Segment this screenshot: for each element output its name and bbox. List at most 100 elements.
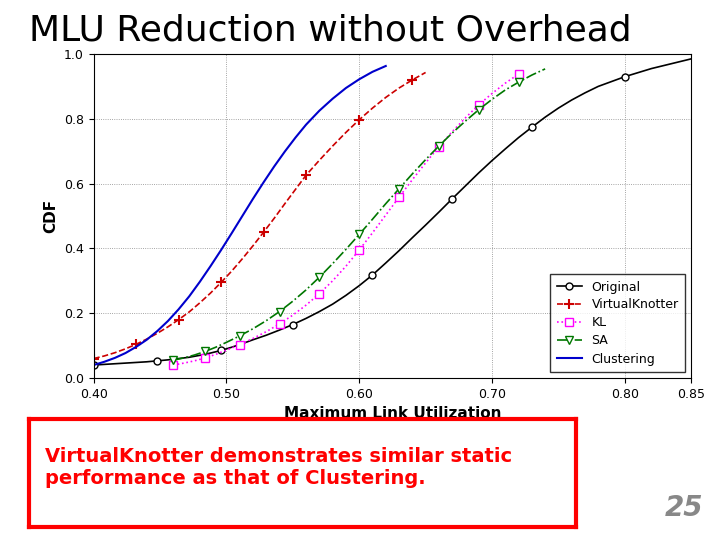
SA [528, 72, 536, 78]
Clustering [355, 76, 364, 83]
KL [341, 263, 350, 269]
Text: MLU Reduction without Overhead: MLU Reduction without Overhead [29, 14, 631, 48]
SA [169, 357, 178, 363]
KL [408, 177, 417, 183]
Original [121, 360, 130, 366]
VirtualKnotter [421, 69, 430, 76]
VirtualKnotter [217, 279, 225, 286]
Legend: Original, VirtualKnotter, KL, SA, Clustering: Original, VirtualKnotter, KL, SA, Cluste… [550, 274, 685, 372]
KL [222, 347, 230, 353]
Clustering [163, 318, 172, 324]
Original [435, 209, 444, 215]
SA [328, 260, 337, 267]
VirtualKnotter [328, 143, 337, 149]
SA [408, 171, 417, 177]
VirtualKnotter [259, 229, 268, 235]
Original [528, 124, 536, 131]
Original [100, 361, 109, 368]
VirtualKnotter [111, 349, 120, 356]
Clustering [382, 63, 390, 69]
Clustering [174, 306, 183, 313]
Clustering [259, 179, 268, 186]
Clustering [217, 247, 225, 253]
Line: SA: SA [169, 65, 549, 365]
Text: 25: 25 [665, 494, 703, 522]
Original [487, 157, 496, 164]
Clustering [238, 213, 247, 219]
KL [328, 278, 337, 284]
KL [368, 230, 377, 236]
SA [541, 66, 549, 72]
Original [341, 292, 350, 299]
SA [302, 287, 310, 293]
SA [179, 355, 188, 361]
VirtualKnotter [368, 105, 377, 111]
SA [190, 352, 199, 358]
Original [217, 347, 225, 354]
Y-axis label: CDF: CDF [43, 199, 58, 233]
KL [235, 341, 244, 348]
VirtualKnotter [228, 268, 236, 274]
KL [448, 129, 456, 135]
Clustering [196, 279, 204, 285]
Original [382, 260, 390, 266]
KL [212, 351, 220, 357]
Original [275, 327, 284, 333]
Clustering [248, 195, 257, 202]
Clustering [270, 163, 279, 170]
VirtualKnotter [206, 290, 215, 296]
Original [262, 332, 271, 339]
VirtualKnotter [248, 242, 257, 249]
VirtualKnotter [291, 186, 300, 193]
VirtualKnotter [185, 309, 194, 315]
Original [248, 336, 257, 343]
VirtualKnotter [270, 215, 279, 221]
Original [395, 247, 403, 254]
KL [190, 357, 199, 364]
SA [461, 118, 469, 124]
KL [355, 247, 364, 253]
Clustering [111, 355, 120, 361]
KL [179, 360, 188, 366]
Clustering [291, 134, 300, 141]
Original [461, 183, 469, 189]
Original [89, 362, 98, 368]
Original [289, 321, 297, 328]
KL [201, 355, 210, 361]
Original [315, 308, 324, 315]
VirtualKnotter [100, 353, 109, 359]
Original [621, 73, 629, 80]
Original [132, 359, 140, 366]
VirtualKnotter [281, 200, 289, 207]
Clustering [100, 359, 109, 365]
KL [501, 80, 510, 86]
KL [262, 328, 271, 335]
Clustering [89, 362, 98, 368]
Original [687, 56, 696, 62]
Original [408, 234, 417, 241]
KL [275, 321, 284, 327]
KL [382, 212, 390, 218]
Original [355, 282, 364, 289]
Original [594, 83, 603, 90]
Clustering [341, 85, 350, 91]
VirtualKnotter [341, 129, 350, 136]
SA [341, 246, 350, 253]
VirtualKnotter [132, 341, 140, 348]
KL [395, 194, 403, 200]
Original [580, 90, 589, 96]
SA [395, 186, 403, 192]
Original [448, 195, 456, 202]
SA [201, 348, 210, 355]
VirtualKnotter [174, 316, 183, 323]
SA [262, 318, 271, 324]
SA [289, 298, 297, 305]
KL [474, 102, 483, 108]
VirtualKnotter [238, 255, 247, 262]
Original [196, 352, 204, 359]
VirtualKnotter [163, 323, 172, 330]
KL [302, 302, 310, 308]
SA [487, 96, 496, 103]
Original [567, 97, 576, 103]
KL [435, 144, 444, 150]
